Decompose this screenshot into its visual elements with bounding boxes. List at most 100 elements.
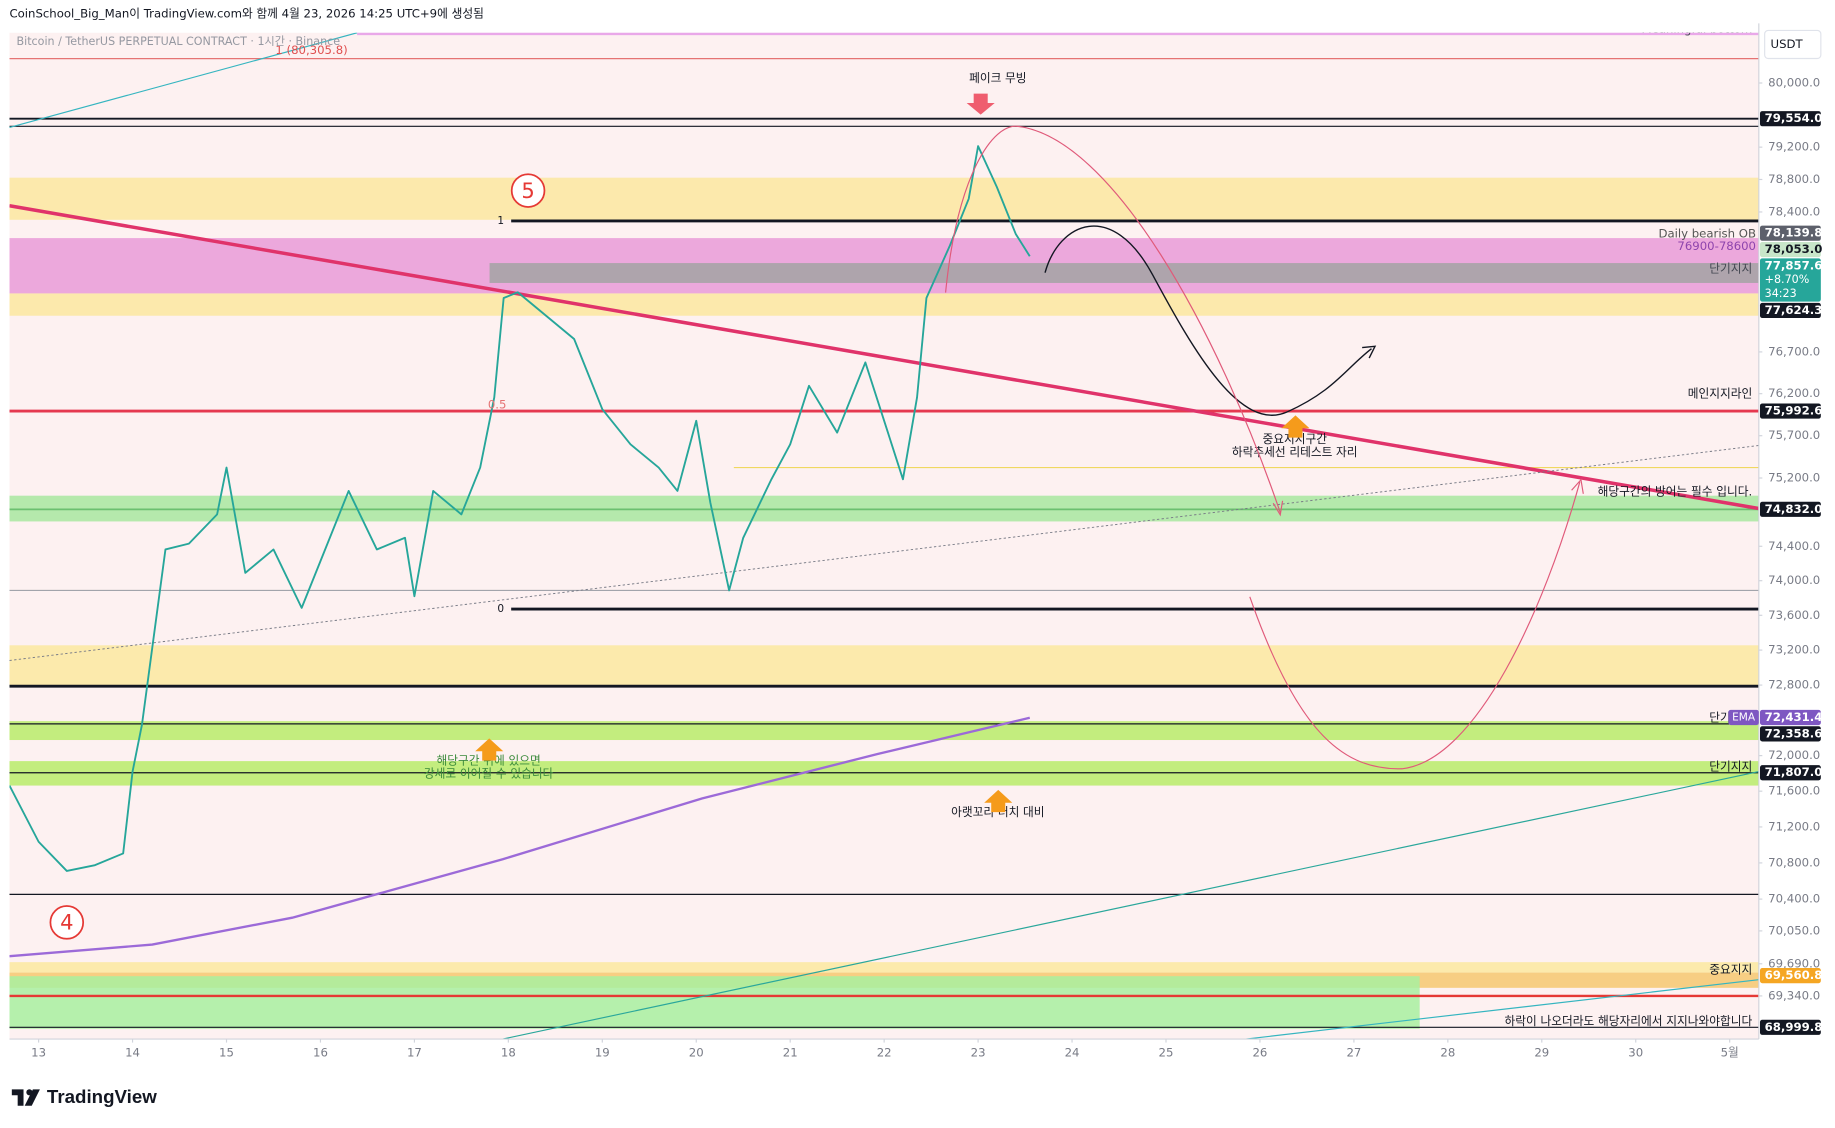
logo: TradingView [11, 1086, 157, 1107]
price-label-sub: +8.70% [1765, 273, 1810, 286]
y-tick-label: 72,000.0 [1768, 748, 1820, 762]
x-tick-label: 22 [877, 1046, 892, 1060]
price-label: 72,431.4 [1765, 710, 1823, 724]
plot-area: 1 0 Meaningful bottom 1 (80,305.8) 페이크 무빙 5 4 D… [9, 22, 1759, 1040]
zone [9, 645, 1759, 687]
up-arrow [475, 738, 504, 761]
x-tick-label: 29 [1534, 1046, 1549, 1060]
price-label-box [1759, 258, 1821, 302]
x-tick-label: 16 [313, 1046, 328, 1060]
zone [9, 976, 1420, 1029]
ema-line [9, 716, 1031, 958]
price-label-box [1759, 501, 1821, 517]
annotation: 해당구간 위에 있으면 [437, 754, 541, 768]
price-label: 79,554.0 [1765, 111, 1823, 125]
down-arrow [966, 93, 995, 115]
annotation: 단기지지 [1709, 261, 1752, 275]
x-tick-label: 19 [595, 1046, 610, 1060]
x-tick-label: 26 [1253, 1046, 1268, 1060]
x-tick-label: 13 [31, 1046, 46, 1060]
logo-mark [24, 1089, 40, 1106]
x-tick-label: 18 [501, 1046, 516, 1060]
header: CoinSchool_Big_Man이 TradingView.com와 함께 … [9, 7, 483, 21]
y-tick-label: 73,600.0 [1768, 608, 1820, 622]
y-tick-label: 75,200.0 [1768, 471, 1820, 485]
projection-curve [945, 125, 1281, 513]
y-tick-label: 75,700.0 [1768, 428, 1820, 442]
trendline [9, 445, 1759, 661]
y-tick-label: 70,050.0 [1768, 923, 1820, 937]
price-label-tag-box [1728, 709, 1759, 726]
axes: 80,000.0 79,200.0 78,800.0 78,400.0 76,700.0… [31, 75, 1822, 1059]
y-tick-label: 76,200.0 [1768, 386, 1820, 400]
projection-arrowhead [1272, 500, 1284, 517]
trendline [502, 771, 1759, 1040]
annotation-circle [49, 905, 85, 940]
annotation: 하락추세선 리테스트 자리 [1232, 445, 1358, 459]
price-label-box [1759, 709, 1821, 726]
annotation: 단기지지 [1709, 759, 1752, 773]
annotation: 0.5 [488, 398, 507, 412]
y-tick-label: 78,400.0 [1768, 204, 1820, 218]
price-label-box [1759, 1019, 1821, 1035]
price-label-box [1759, 111, 1821, 127]
zone [9, 761, 1759, 786]
x-tick-label: 21 [783, 1046, 798, 1060]
y-tick-label: 71,600.0 [1768, 784, 1820, 798]
y-tick-label: 69,690.0 [1768, 956, 1820, 970]
zone [9, 962, 1759, 973]
currency-box[interactable] [1764, 29, 1822, 60]
zone [489, 263, 1759, 283]
symbol-info: Bitcoin / TetherUS PERPETUAL CONTRACT · … [17, 35, 341, 48]
x-tick-label: 14 [125, 1046, 140, 1060]
annotation: Daily bearish OB [1658, 226, 1756, 240]
y-tick-label: 74,400.0 [1768, 539, 1820, 553]
price-label-box [1759, 403, 1821, 419]
price-label-box [1759, 225, 1821, 241]
x-tick-label: 15 [219, 1046, 234, 1060]
y-tick-label: 78,800.0 [1768, 172, 1820, 186]
price-label-box [1759, 968, 1821, 984]
price-label: 77,857.6 [1765, 258, 1823, 272]
price-label: 78,053.0 [1765, 242, 1823, 256]
price-label-box [1759, 241, 1821, 258]
projection-curve [1044, 225, 1372, 416]
trendline [9, 32, 358, 129]
annotation: 페이크 무빙 [969, 71, 1026, 85]
price-line [9, 145, 1031, 872]
price-label: 77,624.3 [1765, 303, 1823, 317]
y-tick-label: 70,400.0 [1768, 892, 1820, 906]
x-tick-label: 5월 [1721, 1046, 1739, 1060]
projection-curve [1249, 481, 1581, 770]
price-label: 72,358.6 [1765, 726, 1823, 740]
projection-arrowhead [1571, 478, 1584, 494]
y-tick-label: 69,340.0 [1768, 988, 1820, 1002]
zone [9, 721, 1759, 741]
annotation-number: 4 [60, 910, 73, 935]
zone [9, 177, 1759, 220]
price-label: 75,992.6 [1765, 404, 1823, 418]
x-tick-label: 28 [1440, 1046, 1455, 1060]
trendline [1245, 979, 1759, 1040]
level-label: 1 [497, 215, 504, 227]
price-label: 69,560.8 [1765, 968, 1823, 982]
price-axis [1758, 23, 1835, 1065]
overlay [475, 93, 1584, 813]
annotation: 해당구간의 방어는 필수 입니다. [1598, 485, 1753, 499]
annotation: 1 (80,305.8) [275, 43, 347, 57]
price-label-box [1759, 302, 1821, 319]
annotation: 하락이 나오더라도 해당자리에서 지지나와야합니다 [1505, 1014, 1753, 1028]
y-tick-label: 80,000.0 [1768, 75, 1820, 89]
zone [9, 293, 1759, 316]
price-label: 78,139.8 [1765, 226, 1823, 240]
zone [357, 32, 1759, 36]
currency[interactable]: USDT [1771, 37, 1804, 51]
annotation: 메인지지라인 [1688, 387, 1753, 401]
y-tick-label: 72,800.0 [1768, 678, 1820, 692]
up-arrow [984, 789, 1013, 813]
annotation-number: 5 [521, 178, 534, 203]
y-tick-label: 76,700.0 [1768, 344, 1820, 358]
y-tick-label: 74,000.0 [1768, 573, 1820, 587]
annotation: Meaningful bottom [1642, 22, 1753, 36]
